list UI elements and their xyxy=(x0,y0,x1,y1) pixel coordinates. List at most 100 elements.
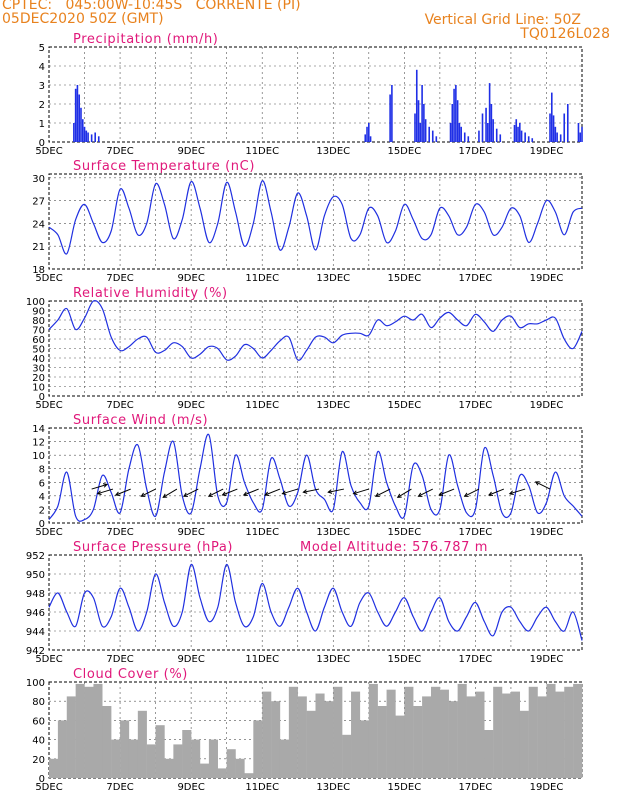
cloud-bar xyxy=(49,758,59,778)
cloud-bar xyxy=(217,768,227,778)
wind-arrow-head xyxy=(264,491,270,496)
cloud-title: Cloud Cover (%) xyxy=(73,667,188,682)
cloud-xtick-label: 13DEC xyxy=(316,782,350,793)
precip-bar xyxy=(364,134,367,142)
wind-xtick-label: 5DEC xyxy=(35,527,62,538)
rh-ytick-label: 0 xyxy=(39,392,45,403)
rh-xtick-label: 11DEC xyxy=(245,400,279,411)
precip-bar xyxy=(76,85,79,142)
cloud-bar xyxy=(528,686,538,778)
press-ytick-label: 952 xyxy=(26,551,45,562)
wind-xtick-label: 15DEC xyxy=(387,527,421,538)
press-series-line xyxy=(48,563,583,641)
rh-ytick-label: 50 xyxy=(32,345,45,356)
press-xtick-label: 19DEC xyxy=(530,654,564,665)
wind-arrow-head xyxy=(242,491,248,496)
temp-xtick-label: 15DEC xyxy=(387,273,421,284)
cloud-bar xyxy=(84,686,94,778)
cloud-xtick-label: 7DEC xyxy=(106,782,133,793)
rh-frame xyxy=(48,300,583,397)
cloud-bar xyxy=(137,710,147,778)
wind-ytick-label: 0 xyxy=(39,519,45,530)
precip-bar xyxy=(566,104,569,142)
precip-bar xyxy=(415,69,418,142)
cloud-xtick-label: 5DEC xyxy=(35,782,62,793)
cloud-ytick-label: 20 xyxy=(32,755,45,766)
temp-xtick-label: 9DEC xyxy=(177,273,204,284)
wind-arrow xyxy=(464,488,480,497)
wind-arrow xyxy=(208,488,224,497)
wind-arrow xyxy=(375,488,391,497)
temp-xtick-label: 5DEC xyxy=(35,273,62,284)
precip-bar xyxy=(97,136,100,142)
press-xtick-label: 9DEC xyxy=(177,654,204,665)
precip-bar xyxy=(552,115,555,142)
precip-xtick-label: 9DEC xyxy=(177,146,204,157)
cloud-bar xyxy=(368,683,378,778)
wind-arrow-head xyxy=(488,491,494,496)
precip-xtick-label: 5DEC xyxy=(35,146,62,157)
wind-arrow xyxy=(222,488,238,496)
wind-arrow xyxy=(183,488,199,497)
wind-arrow-head xyxy=(281,490,287,495)
precip-bar xyxy=(517,126,519,142)
wind-arrow-head xyxy=(102,483,108,488)
rh-ytick-label: 100 xyxy=(26,297,45,308)
wind-arrow-head xyxy=(327,489,333,494)
press-xtick-label: 17DEC xyxy=(459,654,493,665)
precip-xtick-label: 15DEC xyxy=(387,146,421,157)
precip-bar xyxy=(431,130,434,142)
cloud-bar xyxy=(306,710,316,778)
wind-arrow-head xyxy=(374,492,380,497)
precip-bar xyxy=(414,113,416,142)
press-xtick-label: 15DEC xyxy=(387,654,421,665)
wind-arrow-head xyxy=(396,493,402,498)
cloud-bar xyxy=(484,730,494,778)
wind-arrow xyxy=(418,488,433,497)
precip-bar xyxy=(531,138,534,142)
precip-bar xyxy=(417,100,420,142)
precip-bar xyxy=(78,94,81,142)
cloud-bar xyxy=(191,739,201,778)
wind-arrow xyxy=(439,488,455,496)
cloud-bar xyxy=(244,773,254,778)
precip-bar xyxy=(90,134,93,142)
rh-xtick-label: 13DEC xyxy=(316,400,350,411)
cloud-bar xyxy=(457,683,467,778)
wind-arrow-head xyxy=(302,489,308,494)
press-xtick-label: 13DEC xyxy=(316,654,350,665)
precip-bar xyxy=(463,132,466,142)
rh-series-line xyxy=(48,300,583,361)
precip-bar xyxy=(495,128,498,142)
precip-bar xyxy=(559,134,562,142)
cloud-ytick-label: 60 xyxy=(32,716,45,727)
precip-ytick-label: 1 xyxy=(39,119,45,130)
cloud-xtick-label: 9DEC xyxy=(177,782,204,793)
cloud-xtick-label: 15DEC xyxy=(387,782,421,793)
wind-xtick-label: 11DEC xyxy=(245,527,279,538)
press-ytick-label: 942 xyxy=(26,646,45,657)
precip-bar xyxy=(524,132,526,142)
cloud-bar xyxy=(395,715,405,778)
wind-arrow xyxy=(91,483,108,490)
precip-bar xyxy=(85,130,88,142)
cloud-ytick-label: 100 xyxy=(26,678,45,689)
precip-bar xyxy=(485,107,487,142)
precip-xtick-label: 13DEC xyxy=(316,146,350,157)
cloud-bar xyxy=(342,734,352,778)
cloud-ytick-label: 0 xyxy=(39,774,45,785)
cloud-bar xyxy=(519,710,529,778)
wind-arrow-head xyxy=(534,481,540,486)
rh-ytick-label: 40 xyxy=(32,354,45,365)
wind-arrow xyxy=(97,488,114,495)
press-xtick-label: 5DEC xyxy=(35,654,62,665)
wind-arrow-head xyxy=(508,490,514,495)
cloud-bar xyxy=(333,686,343,778)
cloud-bar xyxy=(359,720,369,778)
cloud-bar xyxy=(102,706,112,778)
cloud-bar xyxy=(297,696,307,778)
wind-arrow xyxy=(162,488,178,498)
wind-arrow-head xyxy=(140,492,146,497)
wind-arrow-head xyxy=(114,491,120,496)
